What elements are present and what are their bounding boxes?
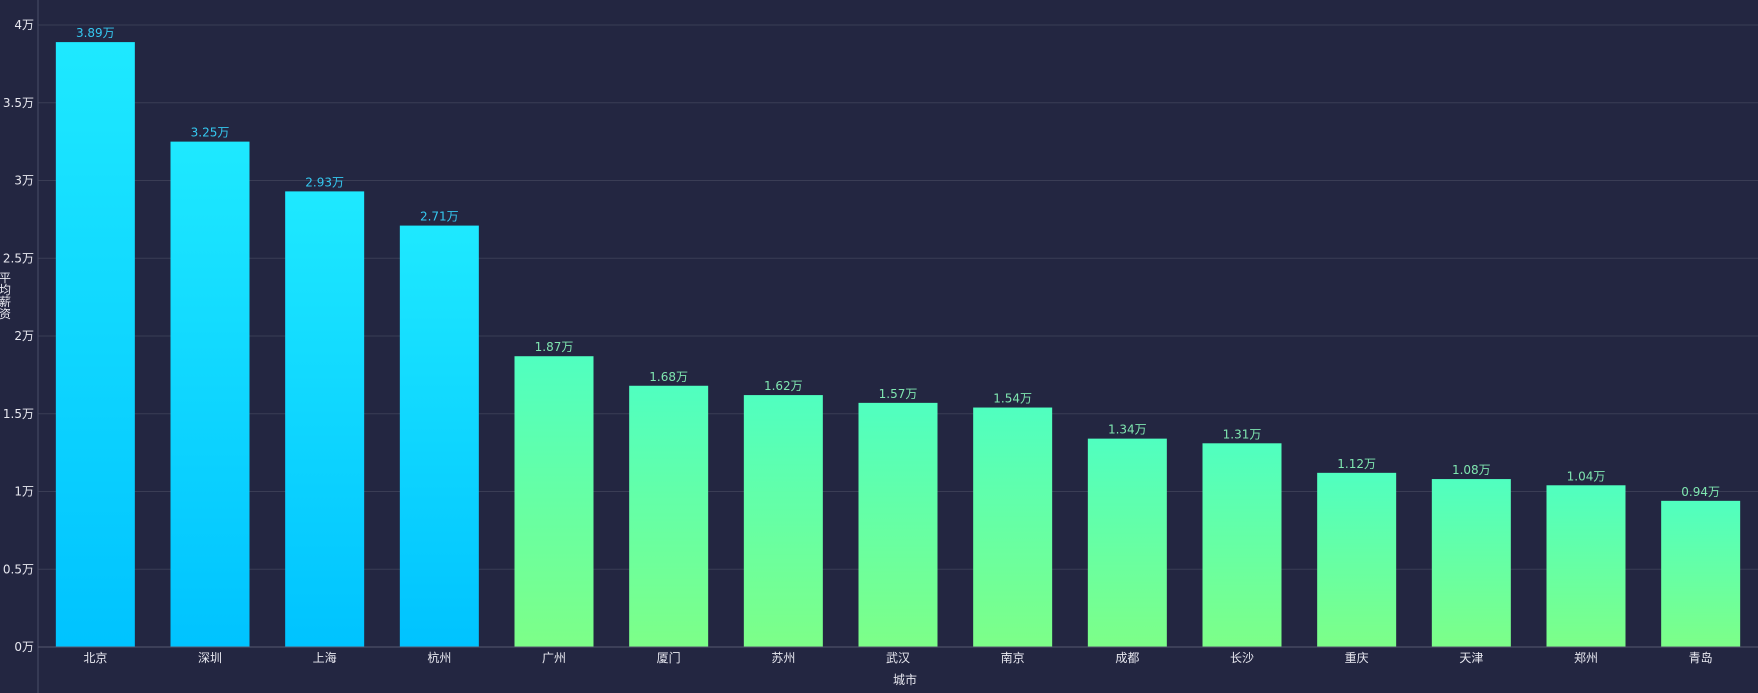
y-tick-label: 2.5万: [3, 251, 34, 265]
y-axis-title: 平均薪资: [0, 271, 11, 321]
x-tick-label: 厦门: [657, 650, 681, 665]
bar-1[interactable]: [170, 141, 250, 647]
x-tick-label: 武汉: [886, 651, 910, 665]
bar-data-label: 1.08万: [1452, 463, 1491, 477]
bar-data-label: 0.94万: [1681, 485, 1720, 499]
y-axis: 0万 0.5万 1万 1.5万 2万 2.5万 3万 3.5万 4万: [3, 0, 39, 693]
y-tick-label: 3万: [14, 174, 34, 188]
bar-2[interactable]: [285, 191, 365, 647]
x-tick-label: 广州: [542, 651, 566, 665]
x-tick-label: 重庆: [1345, 651, 1369, 665]
y-tick-label: 2万: [14, 329, 34, 343]
x-tick-label: 郑州: [1574, 650, 1598, 665]
bar-11[interactable]: [1317, 472, 1397, 647]
y-tick-label: 0.5万: [3, 562, 34, 576]
bar-3[interactable]: [399, 225, 479, 647]
x-tick-label: 青岛: [1689, 650, 1713, 665]
bar-data-label: 3.25万: [191, 126, 230, 140]
bar-data-label: 1.62万: [764, 379, 803, 393]
bar-0[interactable]: [55, 42, 135, 648]
y-tick-label: 1万: [14, 485, 34, 499]
bar-9[interactable]: [1087, 438, 1167, 647]
bar-8[interactable]: [973, 407, 1053, 647]
x-axis: 北京 深圳 上海 杭州 广州 厦门 苏州 武汉 南京 成都 长沙 重庆 天津 郑州 青岛: [38, 646, 1758, 665]
y-tick-label: 4万: [14, 18, 34, 32]
bars: 3.89万 3.25万 2.93万 2.71万 1.87万 1.68万 1.62万 1.57万…: [55, 26, 1741, 648]
x-tick-label: 南京: [1001, 650, 1025, 665]
bar-data-label: 1.54万: [993, 392, 1032, 406]
bar-data-label: 1.68万: [649, 370, 688, 384]
y-tick-label: 3.5万: [3, 96, 34, 110]
x-tick-label: 成都: [1115, 651, 1139, 665]
bar-data-label: 1.87万: [535, 340, 574, 354]
x-tick-label: 天津: [1459, 651, 1483, 665]
bar-14[interactable]: [1661, 500, 1741, 647]
x-tick-label: 深圳: [198, 651, 222, 665]
y-tick-label: 0万: [14, 640, 34, 654]
bar-data-label: 1.04万: [1567, 469, 1606, 483]
bar-10[interactable]: [1202, 443, 1282, 647]
x-tick-label: 上海: [313, 650, 337, 665]
bar-data-label: 2.71万: [420, 210, 459, 224]
bar-data-label: 1.31万: [1223, 427, 1262, 441]
bar-12[interactable]: [1431, 479, 1511, 647]
x-tick-label: 杭州: [427, 650, 451, 665]
bar-4[interactable]: [514, 356, 594, 647]
x-tick-label: 苏州: [771, 651, 795, 665]
bar-13[interactable]: [1546, 485, 1626, 647]
x-tick-label: 北京: [83, 651, 107, 665]
x-tick-label: 长沙: [1230, 651, 1254, 665]
bar-7[interactable]: [858, 402, 938, 647]
x-axis-title: 城市: [893, 672, 917, 687]
bar-data-label: 1.12万: [1337, 457, 1376, 471]
bar-data-label: 2.93万: [305, 175, 344, 189]
bar-data-label: 1.57万: [879, 387, 918, 401]
bar-data-label: 1.34万: [1108, 423, 1147, 437]
bar-data-label: 3.89万: [76, 26, 115, 40]
y-tick-label: 1.5万: [3, 407, 34, 421]
bar-5[interactable]: [629, 385, 709, 647]
bar-6[interactable]: [743, 395, 823, 647]
